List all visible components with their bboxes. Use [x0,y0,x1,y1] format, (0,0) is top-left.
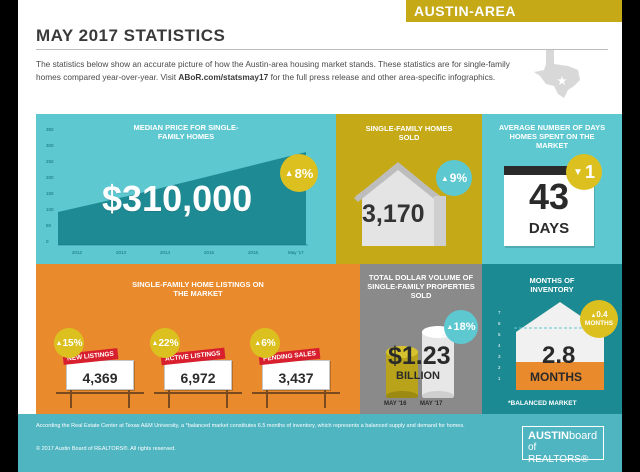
inventory-footnote: *BALANCED MARKET [508,400,577,407]
logo-board: board [568,430,598,442]
y-tick: 6 [498,321,501,326]
homes-sold-header: SINGLE-FAMILY HOMES SOLD [365,124,453,142]
y-tick: 350 [46,127,54,132]
y-tick: 100 [46,207,54,212]
region-label: AUSTIN-AREA [414,3,516,19]
title-rule [36,49,608,50]
house-icon [354,162,446,246]
y-tick: 2 [498,365,501,370]
median-price-area-chart [58,152,308,246]
inventory-change: 0.4 [596,309,608,319]
new-listings-change: 15% [62,337,83,349]
x-tick: May '17 [288,250,304,255]
new-listings-value: 4,369 [82,370,118,386]
days-on-market-unit: DAYS [528,220,570,237]
median-price-panel: MEDIAN PRICE FOR SINGLE-FAMILY HOMES 350… [36,114,336,264]
inventory-change-badge: ▲0.4 MONTHS [580,300,618,338]
y-tick: 1 [498,376,501,381]
intro-text: The statistics below show an accurate pi… [36,58,526,83]
dollar-volume-header: TOTAL DOLLAR VOLUME OF SINGLE-FAMILY PRO… [367,273,475,300]
y-tick: 4 [498,343,501,348]
median-price-change: 8% [294,165,314,181]
pending-sales-change-badge: ▲ 6% [250,328,280,358]
inventory-value: 2.8 [542,342,576,369]
footer: According the Real Estate Center at Texa… [18,414,622,472]
texas-map-icon [534,50,580,98]
x-tick: 2014 [160,250,171,255]
y-tick: 200 [46,175,54,180]
footer-copyright: © 2017 Austin Board of REALTORS®. All ri… [36,446,176,452]
homes-sold-value: 3,170 [362,200,425,228]
down-arrow-icon: ▼ [573,166,583,178]
days-on-market-panel: AVERAGE NUMBER OF DAYS HOMES SPENT ON TH… [482,114,622,264]
dollar-volume-change: 18% [453,321,476,333]
days-on-market-header: AVERAGE NUMBER OF DAYS HOMES SPENT ON TH… [498,123,606,150]
logo-realtors: of REALTORS® [528,442,589,465]
homes-sold-panel: SINGLE-FAMILY HOMES SOLD 3,170 ▲ 9% [336,114,482,264]
listings-header: SINGLE-FAMILY HOME LISTINGS ON THE MARKE… [132,280,264,298]
x-tick: 2012 [72,250,83,255]
median-price-value: $310,000 [102,178,253,219]
up-arrow-icon: ▲ [55,339,63,347]
up-arrow-icon: ▲ [590,312,597,319]
y-tick: 0 [46,239,49,244]
homes-sold-change: 9% [449,171,468,185]
homes-sold-change-badge: ▲ 9% [436,160,472,196]
y-tick: 5 [498,332,501,337]
days-on-market-change-badge: ▼ 1 [566,154,602,190]
inventory-panel: MONTHS OF INVENTORY 7 6 5 4 3 2 1 2.8 MO… [482,264,622,414]
x-tick: 2013 [116,250,127,255]
listings-panel: SINGLE-FAMILY HOME LISTINGS ON THE MARKE… [36,264,360,414]
coin-stacks-icon [386,326,454,398]
y-tick: 300 [46,143,54,148]
y-tick: 3 [498,354,501,359]
dollar-volume-value: $1.23 [388,342,451,370]
y-tick: 250 [46,159,54,164]
region-banner: AUSTIN-AREA [406,0,622,22]
median-price-area [58,152,306,245]
up-arrow-icon: ▲ [440,173,449,183]
y-tick: 50 [46,223,52,228]
active-listings-change: 22% [158,337,179,349]
days-on-market-value: 43 [528,176,570,217]
up-arrow-icon: ▲ [254,339,262,347]
dollar-volume-panel: TOTAL DOLLAR VOLUME OF SINGLE-FAMILY PRO… [360,264,482,414]
intro-link[interactable]: ABoR.com/statsmay17 [178,71,269,82]
active-listings-change-badge: ▲ 22% [150,328,180,358]
y-tick: 150 [46,191,54,196]
days-on-market-change: 1 [584,161,595,182]
page-title: MAY 2017 STATISTICS [36,26,226,45]
dollar-volume-label-prev: MAY '16 [384,401,407,407]
new-listings-change-badge: ▲ 15% [54,328,84,358]
abor-logo: AUSTINboard of REALTORS® [522,426,604,465]
up-arrow-icon: ▲ [446,323,454,331]
infographic-page: { "region_label": "AUSTIN-AREA", "title"… [18,0,622,472]
dollar-volume-change-badge: ▲ 18% [444,310,478,344]
inventory-unit: MONTHS [530,370,582,384]
calendar-top-bar [504,166,594,175]
median-price-change-badge: ▲ 8% [280,154,318,192]
dollar-volume-unit: BILLION [396,370,440,382]
x-tick: 2015 [204,250,215,255]
footer-note: According the Real Estate Center at Texa… [36,423,465,429]
inventory-header: MONTHS OF INVENTORY [529,276,575,294]
inventory-change-unit: MONTHS [584,319,614,327]
y-tick: 7 [498,310,501,315]
logo-austin: AUSTIN [528,430,569,442]
up-arrow-icon: ▲ [151,339,159,347]
median-price-header: MEDIAN PRICE FOR SINGLE-FAMILY HOMES [133,123,239,141]
x-tick: 2016 [248,250,259,255]
intro-text-a: The statistics below show an accurate pi… [36,59,510,82]
calendar-icon: 43 DAYS [504,166,594,246]
up-arrow-icon: ▲ [284,168,294,178]
pending-sales-change: 6% [261,337,276,349]
inventory-fill [516,362,604,390]
dollar-volume-label-curr: MAY '17 [420,401,443,407]
pending-sales-value: 3,437 [278,370,314,386]
intro-text-b: for the full press release and other are… [268,71,496,82]
active-listings-value: 6,972 [180,370,216,386]
